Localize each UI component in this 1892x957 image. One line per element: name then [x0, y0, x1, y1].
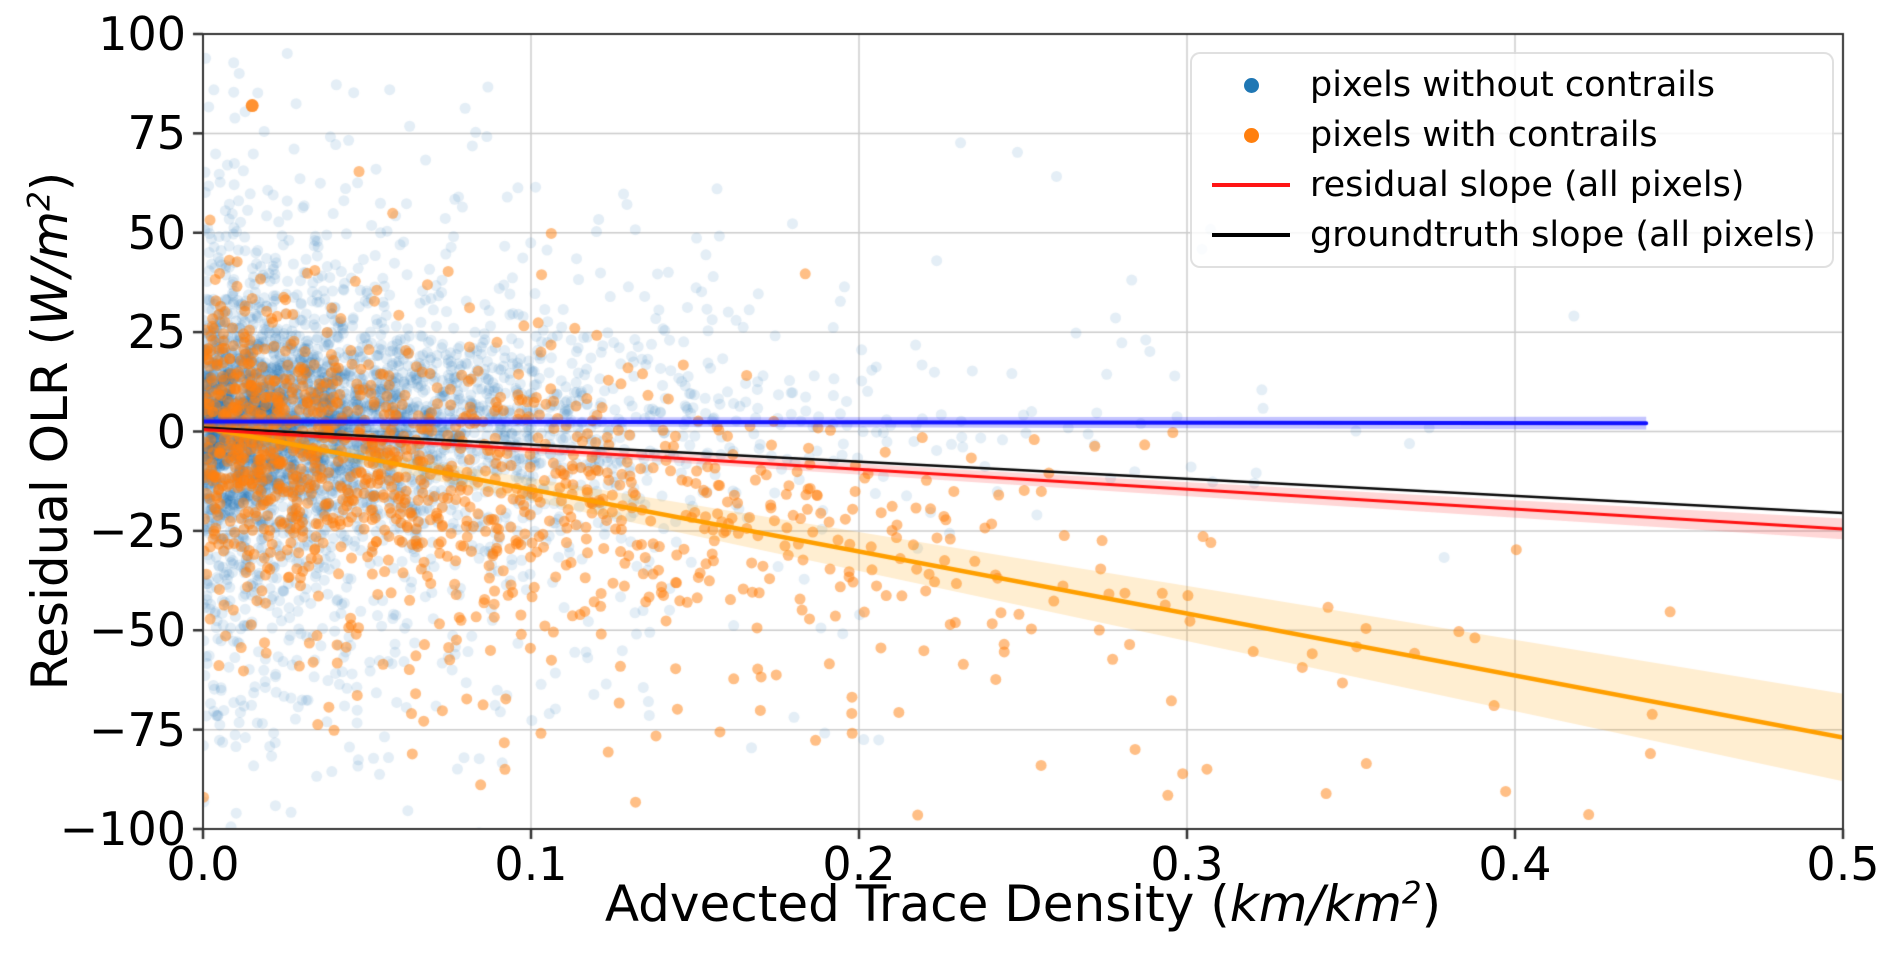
y-axis-label: Residual OLR (W/m2) [21, 171, 79, 691]
x-axis-label: Advected Trace Density (km/km2) [604, 875, 1442, 933]
legend-label: groundtruth slope (all pixels) [1310, 215, 1816, 255]
x-tick-label: 0.2 [822, 837, 896, 891]
blue-dot-marker-icon [1243, 77, 1259, 93]
y-tick-label: −75 [88, 703, 186, 757]
x-tick-label: 0.4 [1478, 837, 1552, 891]
legend-item-pixels-without-contrails: pixels without contrails [1192, 60, 1832, 110]
y-tick-label: 25 [127, 305, 186, 359]
y-tick-label: −100 [59, 802, 186, 856]
legend-label: residual slope (all pixels) [1310, 165, 1745, 205]
x-tick-label: 0.0 [166, 837, 240, 891]
orange-dot-marker-icon [1243, 127, 1259, 143]
y-tick-label: −25 [88, 504, 186, 558]
y-tick-label: 50 [127, 206, 186, 260]
red-line-marker-icon [1212, 183, 1290, 187]
legend-label: pixels with contrails [1310, 115, 1658, 155]
x-tick-label: 0.3 [1150, 837, 1224, 891]
black-line-marker-icon [1212, 233, 1290, 237]
legend-item-pixels-with-contrails: pixels with contrails [1192, 110, 1832, 160]
x-tick-label: 0.5 [1806, 837, 1880, 891]
legend: pixels without contrails pixels with con… [1190, 52, 1834, 268]
y-tick-label: −50 [88, 603, 186, 657]
legend-item-residual-slope: residual slope (all pixels) [1192, 160, 1832, 210]
x-tick-label: 0.1 [494, 837, 568, 891]
y-tick-label: 75 [127, 106, 186, 160]
legend-label: pixels without contrails [1310, 65, 1715, 105]
y-tick-label: 100 [98, 7, 186, 61]
legend-item-groundtruth-slope: groundtruth slope (all pixels) [1192, 210, 1832, 260]
y-tick-label: 0 [156, 405, 186, 459]
